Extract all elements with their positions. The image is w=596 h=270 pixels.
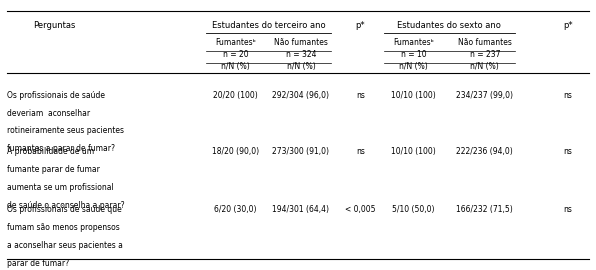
Text: Fumantesᵇ: Fumantesᵇ (215, 38, 256, 47)
Text: < 0,005: < 0,005 (345, 205, 375, 214)
Text: ns: ns (563, 205, 572, 214)
Text: 10/10 (100): 10/10 (100) (392, 147, 436, 156)
Text: ns: ns (563, 147, 572, 156)
Text: fumante parar de fumar: fumante parar de fumar (7, 165, 100, 174)
Text: 20/20 (100): 20/20 (100) (213, 91, 258, 100)
Text: 194/301 (64,4): 194/301 (64,4) (272, 205, 330, 214)
Text: ns: ns (563, 91, 572, 100)
Text: 292/304 (96,0): 292/304 (96,0) (272, 91, 330, 100)
Text: fumam são menos propensos: fumam são menos propensos (7, 223, 120, 232)
Text: fumantes a parar de fumar?: fumantes a parar de fumar? (7, 144, 115, 153)
Text: Estudantes do sexto ano: Estudantes do sexto ano (398, 21, 501, 30)
Text: 5/10 (50,0): 5/10 (50,0) (392, 205, 435, 214)
Text: a aconselhar seus pacientes a: a aconselhar seus pacientes a (7, 241, 123, 250)
Text: Estudantes do terceiro ano: Estudantes do terceiro ano (212, 21, 325, 30)
Text: n = 237: n = 237 (470, 50, 500, 59)
Text: Perguntas: Perguntas (33, 21, 76, 30)
Text: parar de fumar?: parar de fumar? (7, 259, 70, 268)
Text: n/N (%): n/N (%) (399, 62, 428, 70)
Text: n = 20: n = 20 (223, 50, 249, 59)
Text: 10/10 (100): 10/10 (100) (392, 91, 436, 100)
Text: 222/236 (94,0): 222/236 (94,0) (457, 147, 513, 156)
Text: p*: p* (563, 21, 573, 30)
Text: 18/20 (90,0): 18/20 (90,0) (212, 147, 259, 156)
Text: p*: p* (355, 21, 365, 30)
Text: Os profissionais de saúde: Os profissionais de saúde (7, 91, 105, 100)
Text: Fumantesᵇ: Fumantesᵇ (393, 38, 434, 47)
Text: ns: ns (356, 91, 365, 100)
Text: ns: ns (356, 147, 365, 156)
Text: 166/232 (71,5): 166/232 (71,5) (457, 205, 513, 214)
Text: n/N (%): n/N (%) (287, 62, 315, 70)
Text: Não fumantes: Não fumantes (458, 38, 512, 47)
Text: Os profissionais de saúde que: Os profissionais de saúde que (7, 205, 122, 214)
Text: deveriam  aconselhar: deveriam aconselhar (7, 109, 91, 117)
Text: 234/237 (99,0): 234/237 (99,0) (457, 91, 513, 100)
Text: n/N (%): n/N (%) (221, 62, 250, 70)
Text: Não fumantes: Não fumantes (274, 38, 328, 47)
Text: n = 324: n = 324 (285, 50, 316, 59)
Text: de saúde o aconselha a parar?: de saúde o aconselha a parar? (7, 201, 125, 210)
Text: n = 10: n = 10 (401, 50, 427, 59)
Text: rotineiramente seus pacientes: rotineiramente seus pacientes (7, 127, 125, 136)
Text: aumenta se um profissional: aumenta se um profissional (7, 183, 114, 192)
Text: n/N (%): n/N (%) (470, 62, 499, 70)
Text: A probabilidade de um: A probabilidade de um (7, 147, 94, 156)
Text: 273/300 (91,0): 273/300 (91,0) (272, 147, 330, 156)
Text: 6/20 (30,0): 6/20 (30,0) (215, 205, 257, 214)
